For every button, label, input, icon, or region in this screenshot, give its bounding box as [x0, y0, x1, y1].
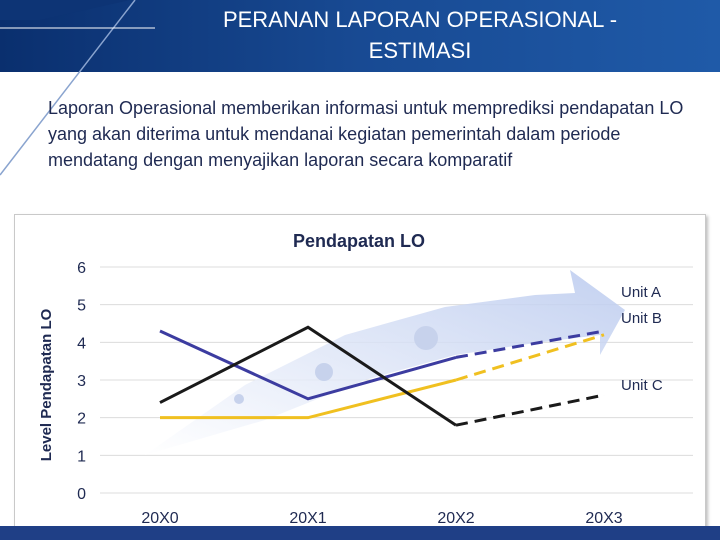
y-tick-label: 0	[77, 486, 86, 503]
y-tick-label: 1	[77, 448, 86, 465]
slide-title-line2: ESTIMASI	[368, 38, 472, 63]
x-tick-label: 20X2	[437, 510, 474, 527]
trend-bubble	[315, 363, 333, 381]
legend-label: Unit B	[621, 310, 662, 327]
legend-label: Unit A	[621, 284, 661, 301]
x-tick-label: 20X0	[141, 510, 178, 527]
slide-body-text: Laporan Operasional memberikan informasi…	[48, 98, 684, 170]
chart-frame: Pendapatan LO Level Pendapatan LO 0 1 2 3 4 5…	[14, 214, 706, 534]
legend-layer: Unit A Unit B Unit C	[621, 284, 663, 394]
legend-label: Unit C	[621, 377, 663, 394]
trend-arrow	[145, 270, 625, 455]
series-projection-line	[455, 333, 605, 382]
series-unit-b	[159, 329, 605, 401]
series-projection-line	[455, 329, 605, 359]
trend-bubble	[234, 394, 244, 404]
tick-layer: 0 1 2 3 4 5 6 20X0 20X1 20X2 20X3	[77, 260, 623, 527]
slide-title-line1: PERANAN LAPORAN OPERASIONAL -	[222, 7, 618, 32]
y-tick-label: 4	[77, 335, 86, 352]
x-tick-label: 20X1	[289, 510, 326, 527]
slide-title: PERANAN LAPORAN OPERASIONAL - ESTIMASI	[150, 4, 690, 66]
y-axis-label: Level Pendapatan LO	[38, 308, 55, 461]
trend-arrow-layer	[145, 270, 625, 455]
series-unit-a	[159, 325, 605, 427]
y-tick-label: 6	[77, 260, 86, 277]
y-tick-label: 5	[77, 298, 86, 315]
x-tick-label: 20X3	[585, 510, 622, 527]
trend-bubble	[414, 326, 438, 350]
y-tick-label: 2	[77, 411, 86, 428]
series-projection-line	[455, 393, 605, 427]
chart-title: Pendapatan LO	[293, 231, 425, 251]
line-chart: Pendapatan LO Level Pendapatan LO 0 1 2 3 4 5…	[38, 231, 693, 527]
y-tick-label: 3	[77, 373, 86, 390]
series-layer	[159, 325, 605, 427]
footer-strip	[0, 526, 720, 540]
